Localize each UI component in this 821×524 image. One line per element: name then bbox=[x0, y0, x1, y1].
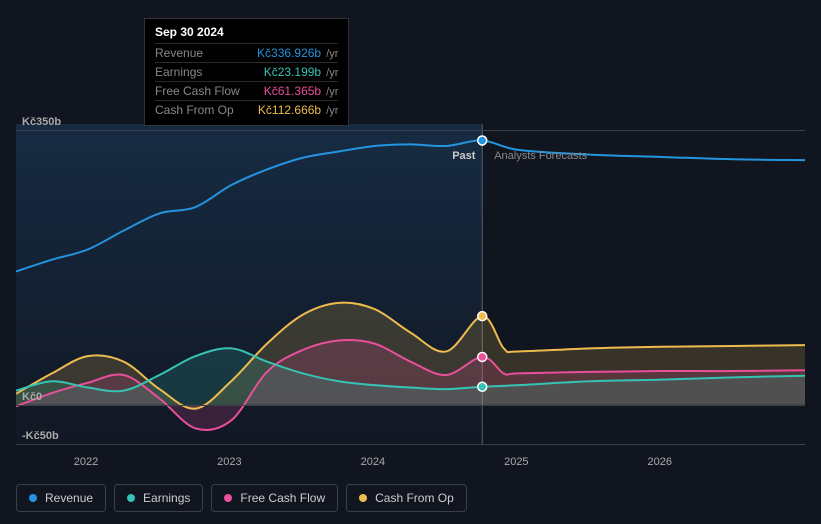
y-axis-label: Kč350b bbox=[22, 116, 61, 128]
legend-label: Free Cash Flow bbox=[240, 491, 325, 505]
gridline bbox=[16, 130, 805, 131]
tooltip-row-label: Earnings bbox=[155, 65, 202, 79]
x-axis-label: 2025 bbox=[504, 456, 528, 468]
tooltip-rows: Revenue Kč336.926b /yr Earnings Kč23.199b /… bbox=[155, 43, 338, 119]
tooltip-row-unit: /yr bbox=[323, 105, 338, 117]
chart-svg bbox=[16, 124, 805, 444]
tooltip-row-unit: /yr bbox=[323, 48, 338, 60]
y-axis-label: Kč0 bbox=[22, 391, 42, 403]
tooltip-row-value: Kč61.365b bbox=[264, 84, 321, 98]
x-axis-label: 2023 bbox=[217, 456, 241, 468]
legend-item-cash-from-op[interactable]: Cash From Op bbox=[346, 484, 467, 512]
gridline bbox=[16, 444, 805, 445]
forecast-label: Analysts Forecasts bbox=[494, 150, 587, 162]
y-axis-label: -Kč50b bbox=[22, 430, 59, 442]
legend-label: Revenue bbox=[45, 491, 93, 505]
x-axis-label: 2024 bbox=[361, 456, 385, 468]
tooltip: Sep 30 2024 RevenueKč336.926b /yrEarning… bbox=[144, 18, 349, 126]
tooltip-row: Cash From Op Kč112.666b /yr bbox=[155, 100, 338, 119]
tooltip-row: Earnings Kč23.199b /yr bbox=[155, 62, 338, 81]
tooltip-row-value: Kč112.666b bbox=[258, 103, 321, 117]
legend-dot-icon bbox=[224, 494, 232, 502]
legend-label: Cash From Op bbox=[375, 491, 454, 505]
tooltip-date: Sep 30 2024 bbox=[155, 25, 338, 39]
legend: Revenue Earnings Free Cash Flow Cash From O… bbox=[16, 484, 467, 512]
legend-dot-icon bbox=[359, 494, 367, 502]
tooltip-row-value: Kč336.926b bbox=[257, 46, 321, 60]
tooltip-row-label: Cash From Op bbox=[155, 103, 234, 117]
legend-item-revenue[interactable]: Revenue bbox=[16, 484, 106, 512]
tooltip-row-unit: /yr bbox=[323, 86, 338, 98]
past-label: Past bbox=[452, 150, 475, 162]
legend-item-free-cash-flow[interactable]: Free Cash Flow bbox=[211, 484, 338, 512]
tooltip-row: Revenue Kč336.926b /yr bbox=[155, 43, 338, 62]
tooltip-row-unit: /yr bbox=[323, 67, 338, 79]
legend-dot-icon bbox=[29, 494, 37, 502]
x-axis-label: 2022 bbox=[74, 456, 98, 468]
legend-label: Earnings bbox=[143, 491, 190, 505]
tooltip-row-label: Free Cash Flow bbox=[155, 84, 240, 98]
tooltip-row: Free Cash Flow Kč61.365b /yr bbox=[155, 81, 338, 100]
legend-dot-icon bbox=[127, 494, 135, 502]
legend-item-earnings[interactable]: Earnings bbox=[114, 484, 203, 512]
tooltip-row-label: Revenue bbox=[155, 46, 203, 60]
tooltip-row-value: Kč23.199b bbox=[264, 65, 321, 79]
gridline bbox=[16, 405, 805, 406]
chart: Kč350bKč0-Kč50b20222023202420252026PastA… bbox=[16, 124, 805, 444]
x-axis-label: 2026 bbox=[648, 456, 672, 468]
